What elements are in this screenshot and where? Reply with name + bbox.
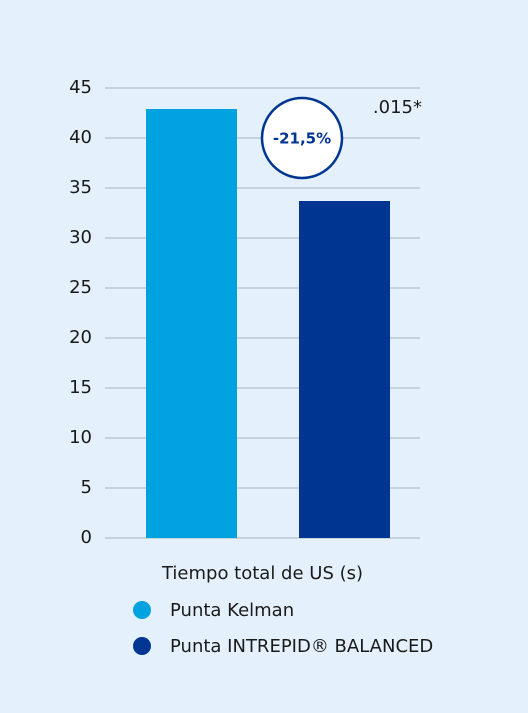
annotation: -21,5% xyxy=(273,130,331,148)
y-tick-label: 10 xyxy=(69,427,92,448)
annotation: .015* xyxy=(373,97,422,118)
legend-swatch xyxy=(133,601,151,619)
y-tick-label: 45 xyxy=(69,77,92,98)
legend-label: Punta INTREPID® BALANCED xyxy=(170,636,433,657)
y-tick-label: 30 xyxy=(69,227,92,248)
y-tick-label: 35 xyxy=(69,177,92,198)
y-tick-label: 20 xyxy=(69,327,92,348)
x-tick-label: Tiempo total de US (s) xyxy=(161,563,363,584)
legend-label: Punta Kelman xyxy=(170,600,294,621)
y-tick-label: 15 xyxy=(69,377,92,398)
y-tick-label: 5 xyxy=(81,477,92,498)
legend-swatch xyxy=(133,637,151,655)
annotation-circle xyxy=(260,96,344,180)
bar xyxy=(299,201,390,538)
y-tick-label: 40 xyxy=(69,127,92,148)
y-tick-label: 25 xyxy=(69,277,92,298)
y-tick-label: 0 xyxy=(81,527,92,548)
bar xyxy=(146,109,237,538)
